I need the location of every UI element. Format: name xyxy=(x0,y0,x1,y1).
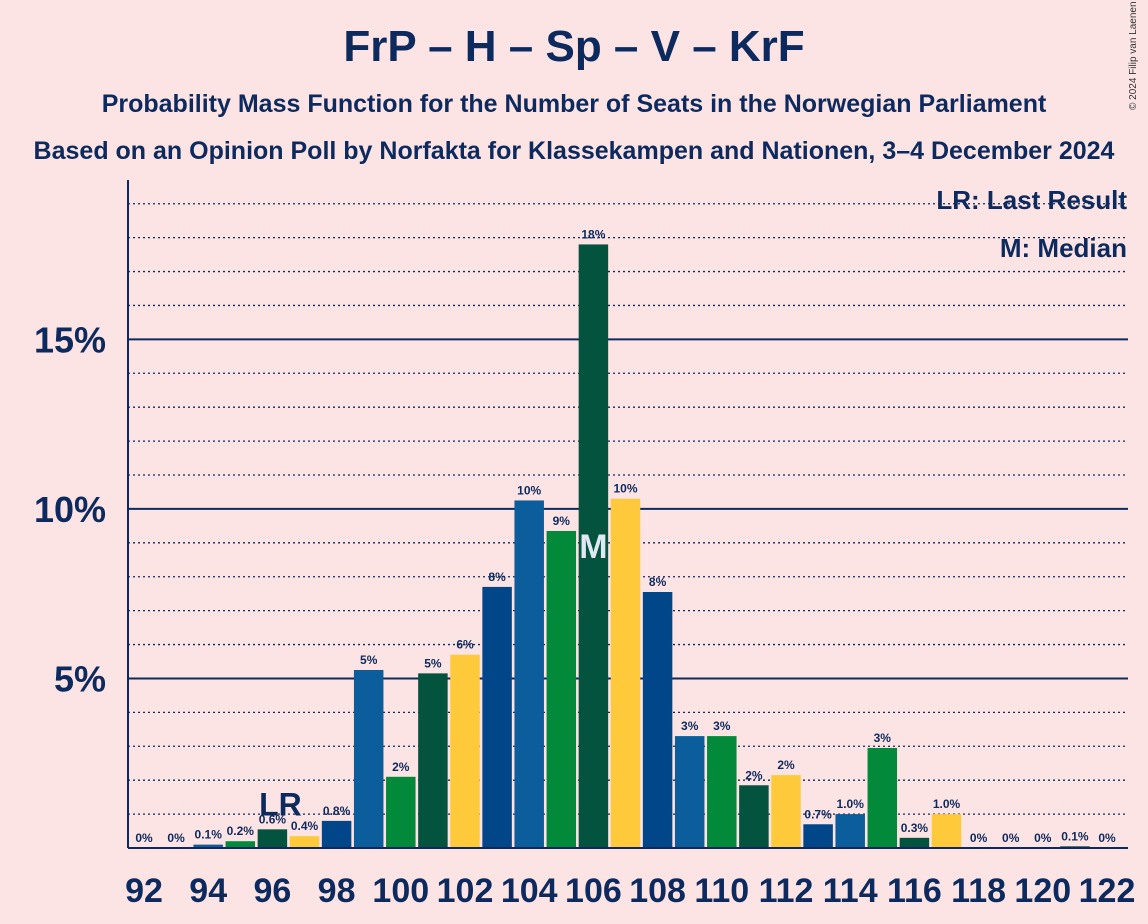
bars xyxy=(193,244,1090,848)
y-tick-label: 10% xyxy=(34,489,106,530)
x-tick-label: 110 xyxy=(694,872,749,910)
y-tick-label: 5% xyxy=(54,658,106,699)
bar-seat-115 xyxy=(867,747,898,848)
bar-label-seat-95: 0.2% xyxy=(227,824,255,838)
bar-label-seat-105: 9% xyxy=(553,514,571,528)
bar-label-seat-106: 18% xyxy=(581,227,605,241)
bar-label-seat-121: 0.1% xyxy=(1061,829,1089,843)
bar-seat-106 xyxy=(578,244,609,848)
x-tick-label: 112 xyxy=(759,872,814,910)
y-tick-label: 15% xyxy=(34,319,106,360)
legend-last-result: LR: Last Result xyxy=(936,185,1127,215)
bar-label-seat-94: 0.1% xyxy=(195,828,223,842)
bar-seat-117 xyxy=(931,814,962,848)
bar-label-seat-92: 0% xyxy=(135,831,153,845)
x-tick-label: 96 xyxy=(253,872,291,910)
bar-label-seat-102: 6% xyxy=(456,638,474,652)
x-tick-label: 122 xyxy=(1079,872,1136,910)
bar-label-seat-104: 10% xyxy=(517,483,541,497)
x-tick-label: 108 xyxy=(629,872,686,910)
bar-label-seat-111: 2% xyxy=(745,768,763,782)
bar-label-seat-113: 0.7% xyxy=(804,807,832,821)
bar-seat-97 xyxy=(289,836,320,848)
bar-seat-102 xyxy=(450,654,480,848)
x-tick-label: 104 xyxy=(501,872,558,910)
x-tick-label: 120 xyxy=(1014,872,1071,910)
bar-seat-114 xyxy=(835,814,865,848)
bar-label-seat-120: 0% xyxy=(1034,831,1052,845)
x-tick-label: 116 xyxy=(887,872,942,910)
bar-seat-99 xyxy=(353,669,384,848)
bar-seat-116 xyxy=(899,837,930,848)
bar-label-seat-122: 0% xyxy=(1098,831,1116,845)
bar-label-seat-112: 2% xyxy=(777,758,795,772)
x-tick-label: 118 xyxy=(951,872,1006,910)
bar-seat-113 xyxy=(803,824,833,848)
bar-seat-103 xyxy=(482,586,512,848)
bar-label-seat-96: 0.6% xyxy=(259,812,287,826)
bar-label-seat-107: 10% xyxy=(613,482,637,496)
x-tick-label: 100 xyxy=(372,872,429,910)
bar-seat-101 xyxy=(418,673,448,848)
bar-seat-111 xyxy=(739,785,769,848)
bar-seat-100 xyxy=(386,776,416,848)
bar-label-seat-99: 5% xyxy=(360,653,378,667)
bar-label-seat-98: 0.8% xyxy=(323,804,351,818)
chart-title: FrP – H – Sp – V – KrF xyxy=(343,22,805,71)
x-tick-label: 92 xyxy=(125,872,163,910)
bar-label-seat-119: 0% xyxy=(1002,831,1020,845)
x-tick-label: 114 xyxy=(823,872,878,910)
bar-labels: 0% 0% 0.1% 0.2% 0.6% 0.4% 0.8% 5% 2% 5% 6% 8% 10% 9% 1… xyxy=(135,227,1116,845)
bar-label-seat-117: 1.0% xyxy=(933,797,961,811)
median-marker: M xyxy=(579,528,607,566)
bar-label-seat-118: 0% xyxy=(970,831,988,845)
bar-label-seat-115: 3% xyxy=(874,731,892,745)
bar-label-seat-110: 3% xyxy=(713,719,731,733)
bar-label-seat-100: 2% xyxy=(392,760,410,774)
axes: 5% 10% 15% 92 94 96 98 100 102 104 106 108 110 112 114… xyxy=(34,180,1135,910)
bar-seat-112 xyxy=(771,775,801,848)
bar-seat-104 xyxy=(514,500,544,848)
last-result-marker: LR xyxy=(259,786,302,822)
bar-label-seat-108: 8% xyxy=(649,575,667,589)
chart-source-line: Based on an Opinion Poll by Norfakta for… xyxy=(33,137,1115,165)
legend-median: M: Median xyxy=(1000,233,1127,263)
bar-seat-96 xyxy=(257,829,288,848)
bar-label-seat-93: 0% xyxy=(167,831,185,845)
bar-label-seat-103: 8% xyxy=(488,570,506,584)
x-tick-label: 106 xyxy=(565,872,622,910)
bar-seat-98 xyxy=(321,820,352,848)
bar-label-seat-114: 1.0% xyxy=(837,797,865,811)
bar-label-seat-116: 0.3% xyxy=(901,821,929,835)
chart-subtitle: Probability Mass Function for the Number… xyxy=(101,90,1047,118)
bar-seat-109 xyxy=(674,736,705,848)
bar-seat-110 xyxy=(707,736,737,848)
x-tick-label: 94 xyxy=(189,872,227,910)
bar-seat-95 xyxy=(225,841,256,848)
bar-label-seat-97: 0.4% xyxy=(291,819,319,833)
bar-seat-94 xyxy=(193,844,223,848)
bar-seat-107 xyxy=(610,498,641,848)
bar-seat-105 xyxy=(546,530,577,848)
x-tick-label: 98 xyxy=(318,872,356,910)
x-tick-label: 102 xyxy=(437,872,494,910)
bar-label-seat-101: 5% xyxy=(424,656,442,670)
bar-seat-108 xyxy=(642,591,673,848)
bar-label-seat-109: 3% xyxy=(681,719,699,733)
